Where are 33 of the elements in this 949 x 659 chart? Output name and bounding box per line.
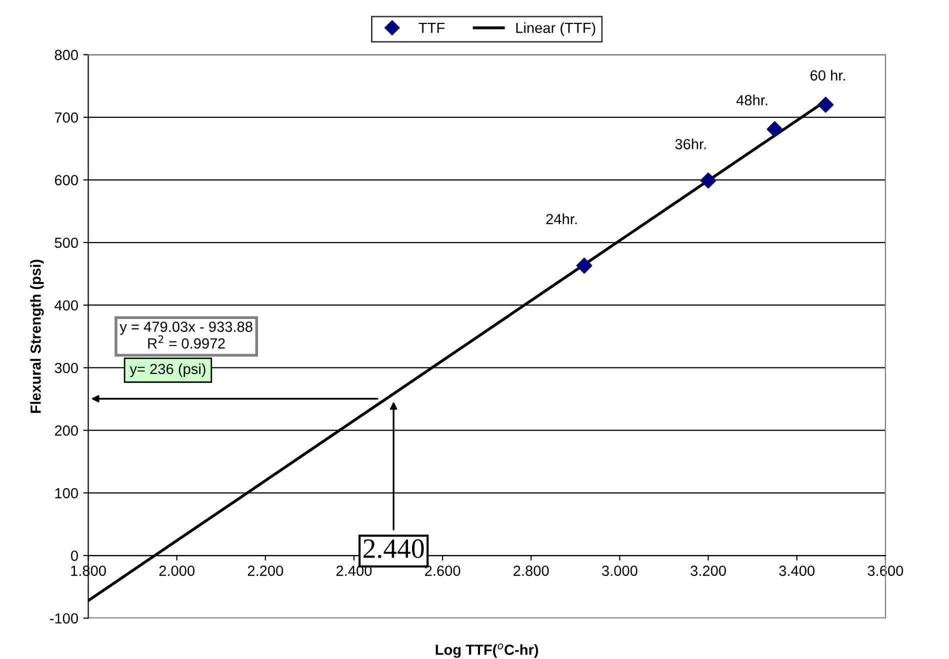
y-tick-label: 700 [54, 112, 78, 123]
y-tick-label: 300 [54, 362, 78, 374]
annotation: y= 236 (psi) [130, 363, 206, 378]
x-tick-label: 3.600 [868, 566, 904, 576]
annotation: 2.440 [364, 539, 424, 558]
x-axis-title: Log TTF($^{o}$C-hr) [436, 643, 538, 658]
annotation: 60 hr. [810, 70, 845, 81]
y-tick-label: 100 [55, 488, 78, 498]
x-tick-label: 2.800 [514, 566, 549, 576]
y-tick-label: 600 [54, 175, 78, 186]
point [576, 258, 592, 274]
x-tick-label: 2.200 [248, 566, 284, 576]
annotation: 36hr. [675, 138, 706, 150]
x-tick-label: 3.400 [779, 566, 815, 576]
point [818, 96, 834, 113]
y-tick-label: 500 [54, 238, 78, 248]
annotation: 48hr. [736, 94, 768, 106]
y-tick-label: 200 [54, 425, 78, 436]
legend-label: TTF [418, 22, 445, 33]
y-tick-label: -100 [50, 613, 78, 624]
legend-label: Linear (TTF) [516, 22, 596, 36]
x-tick-label: 3.000 [602, 566, 638, 576]
y-tick-label: 400 [54, 300, 78, 311]
y-tick-label: 800 [54, 50, 78, 60]
point [766, 121, 783, 138]
y-tick-label: 0 [70, 550, 78, 561]
annotation: y = 479.03x - 933.88 R$^{2}$ = 0.9972 [120, 322, 252, 349]
y-axis-title: Flexural Strength (psi) [30, 260, 44, 413]
x-tick-label: 3.200 [690, 566, 726, 576]
point [700, 172, 716, 189]
x-tick-label: 2.000 [159, 566, 195, 576]
annotation: 24hr. [546, 214, 577, 224]
x-tick-label: 2.600 [425, 566, 460, 576]
